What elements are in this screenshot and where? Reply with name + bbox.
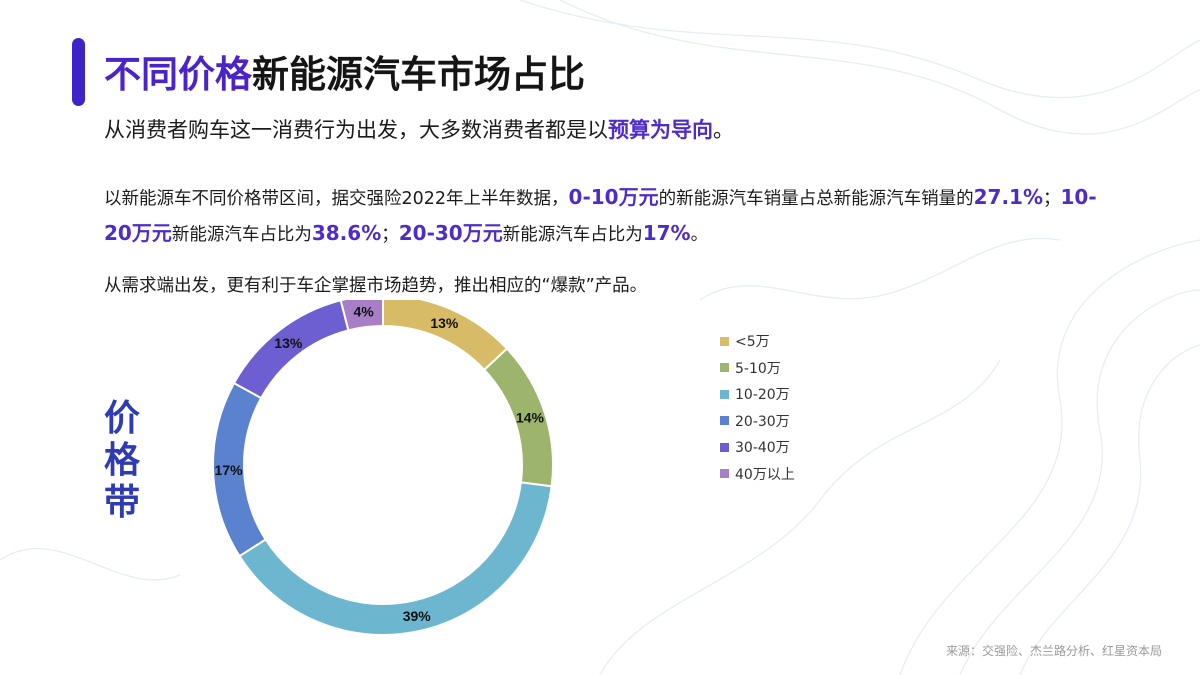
legend-label-5: 40万以上 [735,466,795,483]
donut-label-3: 17% [215,462,244,478]
donut-label-5: 4% [354,304,375,320]
para-value-1: 0-10万元 [568,185,659,209]
legend-swatch-1 [720,363,729,373]
legend-swatch-5 [720,469,729,479]
para-value-4: 38.6% [311,221,382,245]
legend-item-4: 30-40万 [720,434,795,461]
legend-item-5: 40万以上 [720,461,795,488]
price-band-paragraph: 以新能源车不同价格带区间，据交强险2022年上半年数据，0-10万元的新能源汽车… [104,180,1124,252]
para-value-3: 10-20万元 [104,185,1097,245]
legend-item-2: 10-20万 [720,381,795,408]
lead-body: 从消费者购车这一消费行为出发，大多数消费者都是以 [104,118,608,142]
para-part-1: 以新能源车不同价格带区间，据交强险2022年上半年数据， [104,189,569,209]
title-rest: 新能源汽车市场占比 [252,53,585,96]
para-part-4: 新能源汽车占比为 [171,225,312,245]
donut-label-1: 14% [516,409,545,425]
donut-slice-0 [382,300,509,372]
legend-label-1: 5-10万 [735,360,781,377]
para-part-3: ； [1043,189,1061,209]
donut-slice-2 [238,481,553,636]
page-title: 不同价格新能源汽车市场占比 [104,44,585,98]
chart-legend: <5万 5-10万 10-20万 20-30万 30-40万 40万以上 [720,328,795,487]
legend-swatch-4 [720,442,729,452]
donut-chart: 13% 14% 39% 17% 13% 4% [212,300,554,636]
para-part-6: 新能源汽车占比为 [502,225,643,245]
legend-label-4: 30-40万 [735,440,790,457]
donut-label-4: 13% [274,335,303,351]
para-part-5: ； [381,225,399,245]
para-part-2: 的新能源汽车销量占总新能源汽车销量的 [658,189,974,209]
legend-item-1: 5-10万 [720,355,795,382]
lead-end: 。 [713,118,734,142]
source-note: 来源：交强险、杰兰路分析、红星资本局 [945,644,1162,658]
title-accent-bar [72,38,85,106]
donut-label-0: 13% [430,315,459,331]
para-value-5: 20-30万元 [398,221,503,245]
legend-label-3: 20-30万 [735,413,790,430]
title-highlight: 不同价格 [104,53,252,96]
demand-text: 从需求端出发，更有利于车企掌握市场趋势，推出相应的“爆款”产品。 [104,276,648,296]
legend-swatch-3 [720,416,729,426]
legend-label-0: <5万 [735,334,770,351]
para-value-6: 17% [642,221,691,245]
donut-slice-5 [339,300,384,332]
lead-text: 从消费者购车这一消费行为出发，大多数消费者都是以预算为导向。 [104,114,734,144]
lead-highlight: 预算为导向 [608,118,713,142]
legend-label-2: 10-20万 [735,387,790,404]
legend-swatch-2 [720,389,729,399]
para-value-2: 27.1% [973,185,1043,209]
side-label-price-band: 价格带 [103,398,140,523]
para-part-7: 。 [690,225,709,245]
donut-label-2: 39% [403,608,432,624]
legend-item-0: <5万 [720,328,795,355]
legend-swatch-0 [720,336,729,346]
legend-item-3: 20-30万 [720,408,795,435]
